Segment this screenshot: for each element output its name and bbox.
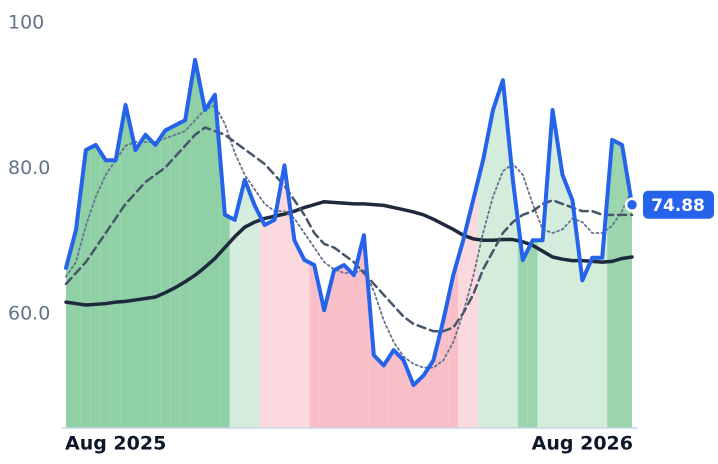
regime-fill: [537, 175, 548, 428]
regime-fill: [130, 127, 141, 428]
regime-fill: [299, 250, 310, 428]
regime-fill: [378, 357, 389, 428]
regime-fill: [209, 94, 220, 428]
regime-fill: [110, 132, 121, 429]
regime-fill: [289, 202, 300, 428]
regime-fill: [120, 104, 131, 429]
y-tick-label: 100: [8, 12, 44, 34]
regime-fill: [597, 198, 608, 428]
last-value-label: 74.88: [651, 196, 705, 216]
regime-fill: [170, 122, 181, 428]
last-value-badge: [643, 190, 714, 219]
series-line: [64, 126, 634, 333]
regime-fill: [587, 257, 598, 428]
regime-fill: [269, 192, 280, 428]
regime-fill: [319, 287, 330, 428]
regime-fill: [468, 180, 479, 428]
regime-fill: [418, 367, 429, 428]
x-tick-label: Aug 2026: [532, 433, 633, 455]
regime-fill: [279, 165, 290, 428]
regime-fill: [229, 199, 240, 428]
regime-fill: [180, 90, 191, 429]
y-tick-label: 60.0: [8, 303, 50, 325]
regime-fill: [160, 127, 171, 428]
regime-fill: [547, 110, 558, 428]
regime-fill: [259, 215, 270, 428]
regime-fill: [339, 265, 349, 428]
regime-fill: [309, 262, 320, 428]
regime-fill: [329, 267, 340, 428]
regime-fill: [488, 95, 498, 428]
regime-fill: [497, 80, 508, 428]
regime-fill: [398, 355, 409, 428]
regime-fill: [140, 134, 151, 428]
regime-fill: [190, 59, 201, 429]
series-line: [64, 199, 634, 307]
regime-fill: [249, 192, 260, 428]
regime-fill: [100, 152, 111, 428]
regime-fill: [527, 240, 538, 428]
regime-fill: [478, 135, 489, 428]
regime-fill: [80, 147, 91, 429]
regime-fill: [617, 142, 628, 429]
regime-fill: [349, 255, 359, 428]
regime-fill: [200, 84, 210, 428]
regime-fill: [150, 137, 161, 428]
regime-fill: [607, 139, 618, 428]
regime-fill: [458, 220, 469, 428]
regime-fill: [388, 350, 399, 428]
regime-fill: [219, 154, 230, 428]
last-point: [624, 197, 640, 213]
regime-fill: [428, 340, 439, 428]
regime-fill: [70, 190, 81, 428]
regime-fill: [408, 372, 419, 428]
regime-fill: [577, 240, 588, 428]
regime-fill: [557, 142, 568, 429]
x-tick-label: Aug 2025: [65, 433, 166, 455]
series-line: [64, 57, 634, 388]
regime-fill: [90, 144, 101, 428]
regime-fill: [627, 174, 632, 428]
regime-fill: [239, 179, 250, 428]
regime-fill: [567, 187, 578, 428]
regime-fill: [517, 219, 528, 428]
regime-fill: [66, 249, 71, 428]
y-tick-label: 80.0: [8, 157, 50, 179]
